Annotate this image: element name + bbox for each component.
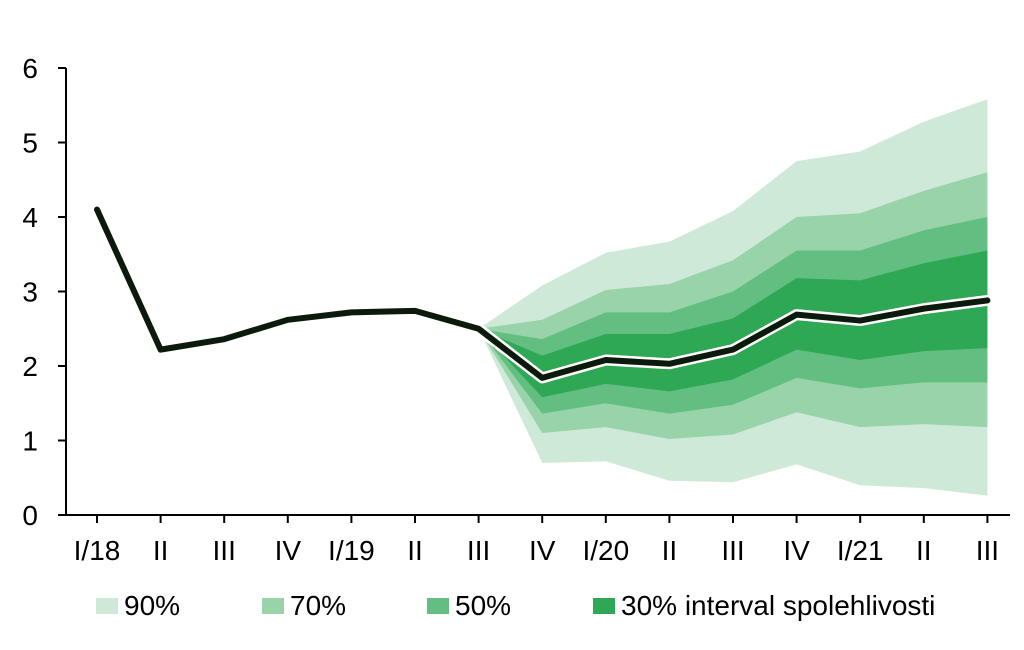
legend-swatch-90: [96, 598, 118, 614]
y-tick-label: 6: [22, 53, 38, 84]
legend-swatch-70: [262, 598, 284, 614]
fan-bands: [478, 99, 988, 496]
x-tick-label: III: [213, 535, 236, 566]
legend-label-90: 90%: [124, 590, 181, 621]
legend: 90% 70% 50% 30% interval spolehlivosti: [0, 586, 1024, 626]
x-tick-label: I/19: [328, 535, 375, 566]
x-tick-label: III: [467, 535, 490, 566]
x-tick-label: I/18: [74, 535, 121, 566]
series-line: [94, 206, 991, 381]
y-tick-label: 3: [22, 277, 38, 308]
legend-label-70: 70%: [290, 590, 347, 621]
series-line-group: [94, 206, 993, 384]
y-tick-label: 0: [22, 500, 38, 531]
x-tick-label: II: [916, 535, 932, 566]
legend-swatch-30: [593, 598, 615, 614]
legend-label-50: 50%: [455, 590, 512, 621]
x-tick-label: I/20: [582, 535, 629, 566]
legend-label-30: 30% interval spolehlivosti: [621, 590, 936, 621]
x-tick-label: II: [407, 535, 423, 566]
legend-item-70: 70%: [262, 586, 346, 626]
x-tick-label: IV: [275, 535, 302, 566]
legend-item-30: 30% interval spolehlivosti: [593, 586, 935, 626]
y-tick-label: 1: [22, 426, 38, 457]
x-tick-label: IV: [783, 535, 810, 566]
x-tick-label: II: [153, 535, 169, 566]
legend-swatch-50: [427, 598, 449, 614]
x-tick-label: II: [662, 535, 678, 566]
y-tick-label: 2: [22, 351, 38, 382]
x-tick-label: III: [976, 535, 999, 566]
y-tick-label: 4: [22, 202, 38, 233]
x-tick-label: III: [721, 535, 744, 566]
x-tick-label: I/21: [837, 535, 884, 566]
y-tick-label: 5: [22, 128, 38, 159]
legend-item-50: 50%: [427, 586, 511, 626]
x-tick-label: IV: [529, 535, 556, 566]
legend-item-90: 90%: [96, 586, 180, 626]
